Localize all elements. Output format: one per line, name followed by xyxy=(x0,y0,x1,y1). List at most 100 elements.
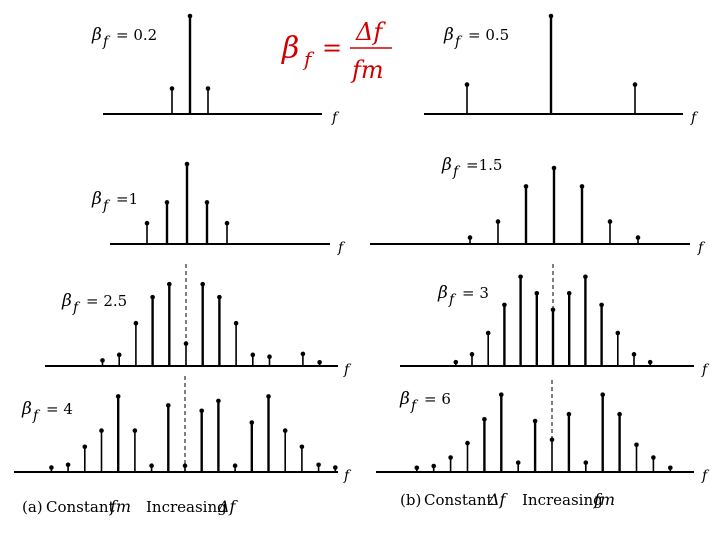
spectral-line-tip xyxy=(482,417,487,422)
spectrum-panel: fβ f = 0.5 xyxy=(424,13,699,126)
beta-subscript: f xyxy=(102,34,111,50)
spectral-line-tip xyxy=(266,394,271,399)
spectral-line-tip xyxy=(216,398,221,404)
spectral-line-tip xyxy=(249,420,255,425)
spectral-line-tip xyxy=(115,394,121,399)
spectral-line-tip xyxy=(150,294,155,300)
spectral-line-tip xyxy=(250,352,256,358)
beta-value: = 3 xyxy=(462,284,489,302)
frequency-axis-label: f xyxy=(690,110,699,126)
spectral-line-tip xyxy=(217,294,222,300)
spectral-line-tip xyxy=(316,462,321,468)
spectral-line-tip xyxy=(282,428,288,433)
spectral-line-tip xyxy=(551,165,557,171)
spectrum-panel: fβ f = 3 xyxy=(400,264,710,378)
spectral-line-tip xyxy=(166,403,171,408)
spectral-line-tip xyxy=(184,161,190,167)
beta-subscript: f xyxy=(452,164,461,180)
spectral-line-tip xyxy=(300,351,306,357)
spectral-line-tip xyxy=(149,463,154,469)
spectral-line-tip xyxy=(299,444,305,450)
spectral-line-tip xyxy=(499,392,504,397)
spectral-line-tip xyxy=(651,455,656,460)
spectral-line-tip xyxy=(116,352,122,358)
spectrum-panel: fβ f = 6 xyxy=(376,380,710,484)
spectral-line-tip xyxy=(532,418,538,424)
spectral-line-tip xyxy=(607,219,613,224)
beta-value: =1.5 xyxy=(466,156,502,174)
spectral-line-tip xyxy=(183,341,189,346)
spectral-line-tip xyxy=(550,307,556,313)
spectral-line-tip xyxy=(632,82,638,87)
spectral-line-tip xyxy=(205,86,211,91)
spectral-line-tip xyxy=(566,290,572,296)
spectral-line-tip xyxy=(631,352,637,357)
caption-a-tag: (a) xyxy=(22,498,43,516)
spectral-line-tip xyxy=(617,411,622,417)
spectral-line-tip xyxy=(169,86,175,91)
spectral-line-tip xyxy=(144,220,150,226)
spectral-line-tip xyxy=(502,302,507,308)
spectral-line-tip xyxy=(599,302,604,308)
spectral-line-tip xyxy=(100,358,105,363)
caption-b-text1: Constant xyxy=(424,491,493,509)
frequency-axis-label: f xyxy=(701,362,710,378)
beta-subscript: f xyxy=(448,292,457,308)
beta-subscript: f xyxy=(32,408,41,424)
spectral-line-tip xyxy=(465,440,470,446)
caption-a-sym1: fm xyxy=(109,497,131,516)
beta-subscript: f xyxy=(102,198,111,214)
spectral-line-tip xyxy=(82,444,88,450)
spectral-line-tip xyxy=(647,359,653,365)
spectral-line-tip xyxy=(317,359,322,365)
spectral-line-tip xyxy=(333,465,338,470)
beta-value: = 0.5 xyxy=(468,26,509,44)
caption-b-sym1: Δf xyxy=(487,490,509,509)
formula-beta: β xyxy=(281,31,299,66)
spectrum-panel: fβ f =1.5 xyxy=(370,155,706,256)
caption-b-text2: Increasing xyxy=(522,491,603,509)
caption-a: (a) Constant fm Increasing Δf xyxy=(22,497,239,516)
beta-symbol: β xyxy=(437,283,448,303)
spectral-line-tip xyxy=(99,428,104,433)
formula-sub: f xyxy=(302,47,315,71)
spectral-line-tip xyxy=(133,320,139,326)
formula-denominator: fm xyxy=(350,56,384,84)
spectral-line-tip xyxy=(132,428,138,433)
frequency-axis-label: f xyxy=(697,240,706,256)
beta-symbol: β xyxy=(91,25,102,45)
spectrum-panel: fβ f = 2.5 xyxy=(45,264,352,378)
spectral-line-tip xyxy=(495,219,501,224)
caption-b: (b) Constant Δf Increasing fm xyxy=(400,490,615,509)
beta-subscript: f xyxy=(72,300,81,316)
spectral-line-tip xyxy=(635,235,641,240)
beta-value: = 6 xyxy=(424,390,451,408)
spectral-line-tip xyxy=(515,460,521,465)
spectral-line-tip xyxy=(467,235,473,240)
spectral-line-tip xyxy=(583,274,588,280)
frequency-axis-label: f xyxy=(343,468,352,484)
spectral-line-tip xyxy=(534,290,540,296)
spectral-line-tip xyxy=(579,184,585,189)
spectral-line-tip xyxy=(187,13,193,19)
spectrum-panel: fβ f = 4 xyxy=(14,376,352,484)
spectral-line-tip xyxy=(548,13,554,19)
spectral-line-tip xyxy=(49,465,54,470)
frequency-axis-label: f xyxy=(701,468,710,484)
spectral-line-tip xyxy=(453,359,459,365)
beta-formula: β f = Δf fm xyxy=(281,18,392,84)
beta-value: = 2.5 xyxy=(86,292,127,310)
spectral-line-tip xyxy=(224,220,230,226)
frequency-axis-label: f xyxy=(331,110,340,126)
spectral-line-tip xyxy=(200,281,205,287)
spectral-line-tip xyxy=(566,411,572,417)
spectral-line-tip xyxy=(204,200,210,205)
beta-symbol: β xyxy=(21,399,32,419)
beta-value: = 4 xyxy=(46,400,73,418)
caption-b-tag: (b) xyxy=(400,491,421,509)
beta-symbol: β xyxy=(61,291,72,311)
spectral-line-tip xyxy=(523,184,529,189)
caption-b-sym2: fm xyxy=(593,490,615,509)
beta-value: =1 xyxy=(116,190,138,208)
beta-symbol: β xyxy=(441,155,452,175)
